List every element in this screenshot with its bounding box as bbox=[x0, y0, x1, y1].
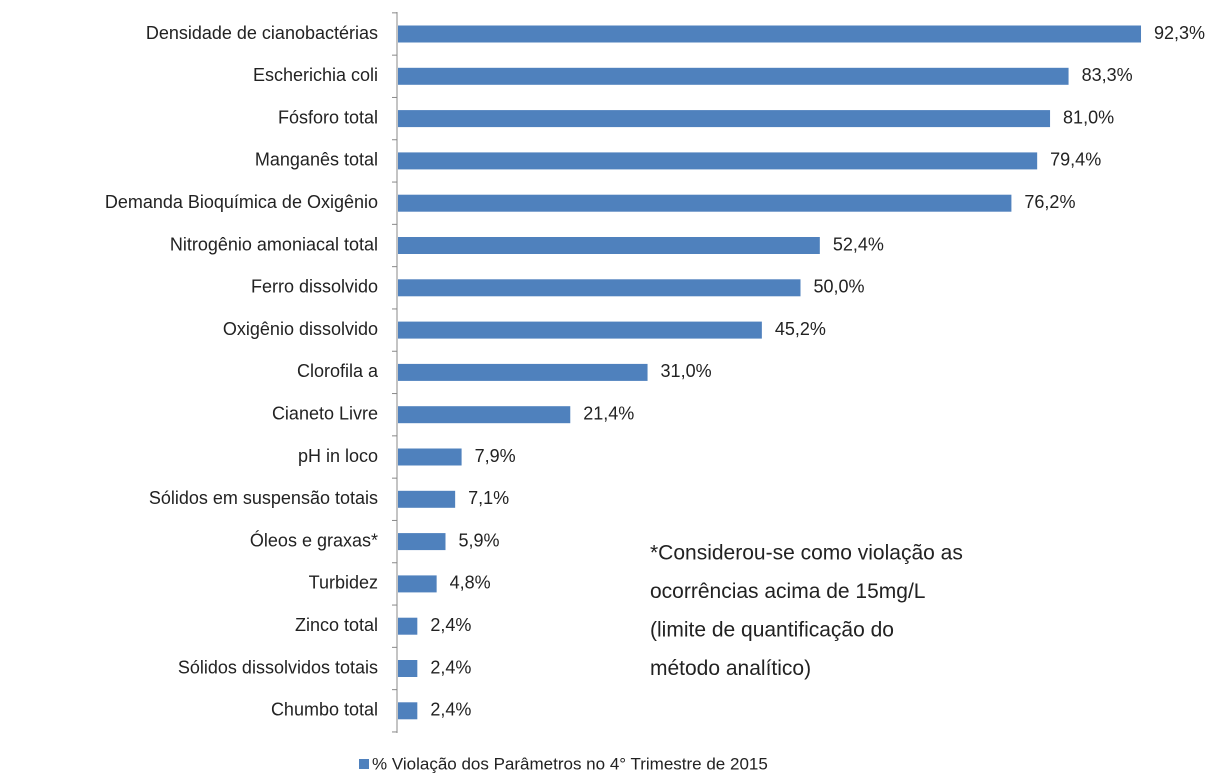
category-label: Cianeto Livre bbox=[272, 403, 378, 423]
bar bbox=[398, 406, 571, 424]
bar bbox=[398, 363, 648, 381]
value-label: 4,8% bbox=[450, 573, 491, 593]
value-label: 2,4% bbox=[430, 615, 471, 635]
value-label: 52,4% bbox=[833, 234, 884, 254]
bar bbox=[398, 237, 820, 254]
category-label: Óleos e graxas* bbox=[250, 529, 378, 550]
value-label: 50,0% bbox=[814, 277, 865, 297]
value-label: 7,1% bbox=[468, 488, 509, 508]
bar bbox=[398, 194, 1012, 212]
value-label: 21,4% bbox=[583, 403, 634, 423]
annotation: (limite de quantificação do bbox=[650, 619, 894, 642]
bar bbox=[398, 110, 1051, 128]
value-label: 45,2% bbox=[775, 319, 826, 339]
category-label: Demanda Bioquímica de Oxigênio bbox=[105, 192, 378, 212]
category-label: Sólidos em suspensão totais bbox=[149, 488, 378, 508]
category-label: Escherichia coli bbox=[253, 65, 378, 85]
value-label: 2,4% bbox=[430, 700, 471, 720]
bar bbox=[398, 575, 437, 593]
bar bbox=[398, 490, 456, 508]
category-label: Densidade de cianobactérias bbox=[146, 23, 378, 43]
value-label: 5,9% bbox=[458, 530, 499, 550]
legend-swatch bbox=[359, 759, 369, 769]
category-label: Fósforo total bbox=[278, 107, 378, 127]
category-label: Nitrogênio amoniacal total bbox=[170, 234, 378, 254]
annotation: método analítico) bbox=[650, 657, 811, 680]
category-label: Turbidez bbox=[309, 573, 378, 593]
value-label: 83,3% bbox=[1082, 65, 1133, 85]
value-label: 2,4% bbox=[430, 657, 471, 677]
value-label: 76,2% bbox=[1024, 192, 1075, 212]
legend-label: % Violação dos Parâmetros no 4° Trimestr… bbox=[372, 754, 768, 773]
bar bbox=[398, 25, 1142, 43]
category-label: Sólidos dissolvidos totais bbox=[178, 657, 378, 677]
category-label: Chumbo total bbox=[271, 700, 378, 720]
value-label: 92,3% bbox=[1154, 23, 1205, 43]
bar bbox=[398, 152, 1038, 170]
bar bbox=[398, 617, 418, 635]
value-label: 31,0% bbox=[661, 361, 712, 381]
bar bbox=[398, 448, 462, 466]
value-label: 7,9% bbox=[475, 446, 516, 466]
bar bbox=[398, 279, 801, 297]
category-label: Clorofila a bbox=[297, 361, 379, 381]
bar bbox=[398, 660, 418, 677]
bar bbox=[398, 67, 1069, 85]
category-label: Oxigênio dissolvido bbox=[223, 319, 378, 339]
bar bbox=[398, 702, 418, 720]
category-label: Ferro dissolvido bbox=[251, 277, 378, 297]
bar bbox=[398, 533, 446, 551]
value-label: 79,4% bbox=[1050, 150, 1101, 170]
annotation: ocorrências acima de 15mg/L bbox=[650, 580, 925, 603]
category-label: Manganês total bbox=[255, 150, 378, 170]
category-label: pH in loco bbox=[298, 446, 378, 466]
value-label: 81,0% bbox=[1063, 107, 1114, 127]
bar bbox=[398, 321, 762, 339]
category-label: Zinco total bbox=[295, 615, 378, 635]
annotation: *Considerou-se como violação as bbox=[650, 542, 963, 565]
